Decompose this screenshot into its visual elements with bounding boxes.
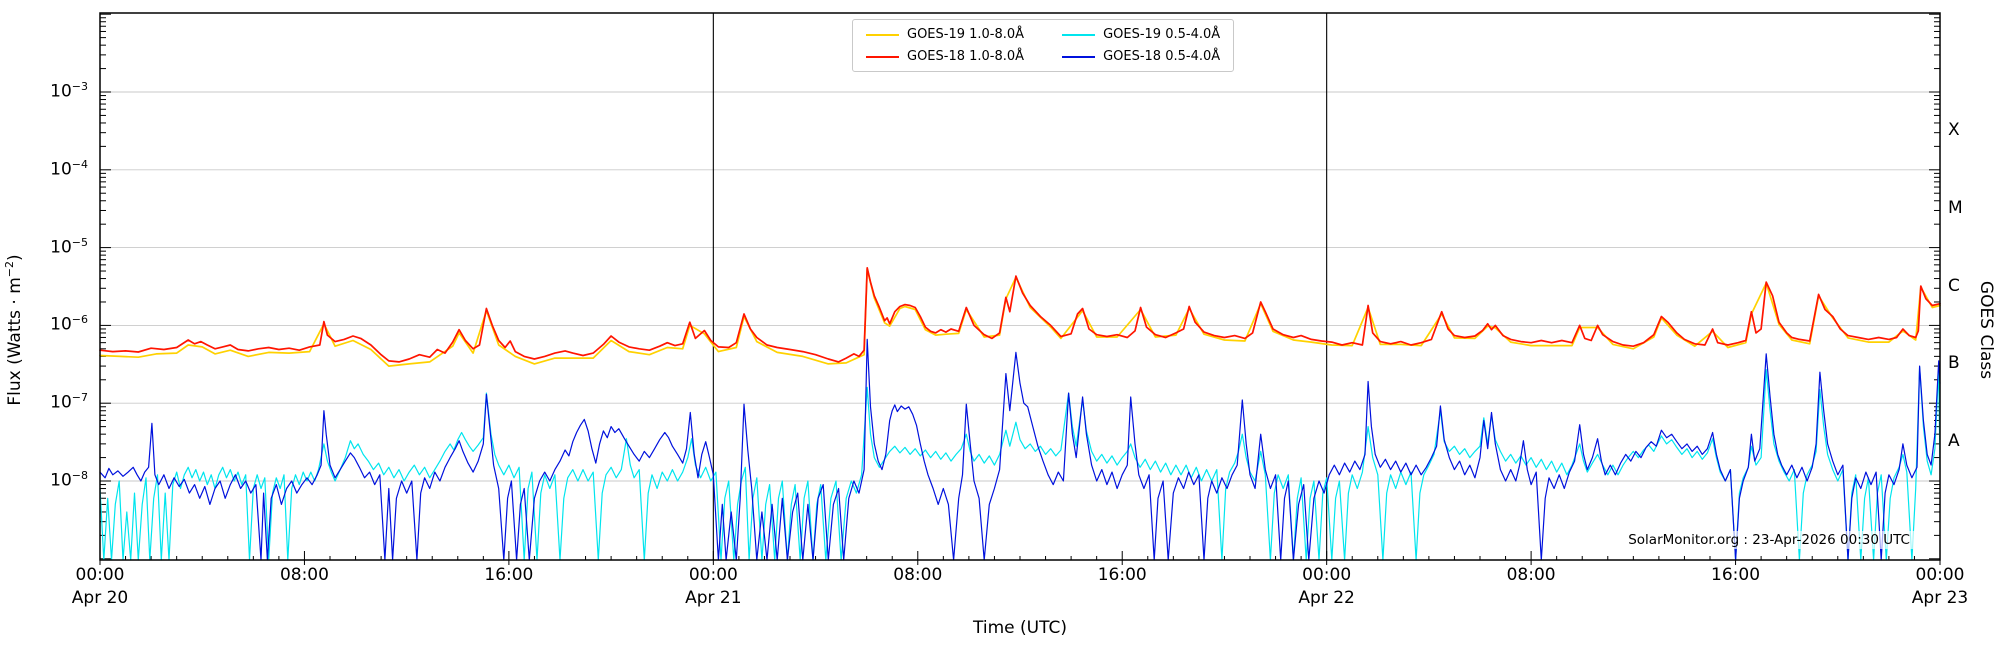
x-tick-time-label: 00:00: [688, 565, 738, 585]
plot-border: [99, 12, 1941, 561]
legend-line-swatch-goes19-short: [1062, 33, 1096, 36]
x-tick-time-label: 08:00: [279, 565, 329, 585]
x-tick-time-label: 00:00: [1915, 565, 1965, 585]
legend-item: GOES-18 1.0-8.0Å: [866, 49, 1024, 64]
legend-line-swatch-goes18-short: [1062, 55, 1096, 58]
legend-label: GOES-18 1.0-8.0Å: [907, 49, 1025, 64]
x-tick-time-label: 08:00: [1506, 565, 1556, 585]
right-axis-label: GOES Class: [1976, 280, 1996, 380]
legend-label: GOES-19 1.0-8.0Å: [907, 27, 1025, 42]
goes-class-letter-A: A: [1948, 431, 1960, 452]
legend-label: GOES-19 0.5-4.0Å: [1103, 27, 1221, 42]
y-tick-label: 10−4: [50, 157, 88, 180]
series-goes18_short: [99, 338, 1941, 561]
watermark: SolarMonitor.org : 23-Apr-2026 00:30 UTC: [1624, 531, 1914, 549]
y-tick-label: 10−5: [50, 235, 88, 258]
legend-item: GOES-18 0.5-4.0Å: [1062, 49, 1220, 64]
x-tick-date-label: Apr 23: [1911, 588, 1969, 608]
series-goes18_long: [99, 266, 1941, 363]
goes-class-letter-M: M: [1948, 197, 1963, 218]
x-tick-date-label: Apr 22: [1298, 588, 1355, 608]
x-tick-time-label: 00:00: [75, 565, 125, 585]
legend-line-swatch-goes19-long: [866, 33, 899, 36]
series-goes19_short: [99, 366, 1941, 561]
x-tick-time-label: 16:00: [1711, 565, 1761, 585]
legend-item: GOES-19 1.0-8.0Å: [866, 27, 1024, 42]
y-tick-label: 10−8: [50, 469, 88, 491]
x-tick-time-label: 16:00: [484, 565, 534, 585]
x-tick-date-label: Apr 21: [685, 588, 742, 608]
legend-label: GOES-18 0.5-4.0Å: [1103, 49, 1221, 64]
x-axis-label: Time (UTC): [973, 618, 1067, 638]
y-tick-label: 10−3: [50, 80, 88, 102]
series-goes19_long: [99, 268, 1941, 367]
goes-class-letter-B: B: [1948, 353, 1960, 374]
legend-item: GOES-19 0.5-4.0Å: [1062, 27, 1220, 42]
y-tick-label: 10−7: [50, 391, 88, 413]
legend-line-swatch-goes18-long: [866, 55, 899, 58]
x-tick-date-label: Apr 20: [71, 588, 129, 608]
x-tick-time-label: 08:00: [893, 565, 943, 585]
y-tick-label: 10−6: [50, 313, 88, 336]
x-tick-time-label: 16:00: [1097, 565, 1147, 585]
goes-class-letter-C: C: [1948, 275, 1960, 296]
goes-class-letter-X: X: [1948, 119, 1960, 140]
x-tick-time-label: 00:00: [1302, 565, 1352, 585]
legend: GOES-19 1.0-8.0Å GOES-18 1.0-8.0Å GOES-1…: [852, 19, 1235, 72]
